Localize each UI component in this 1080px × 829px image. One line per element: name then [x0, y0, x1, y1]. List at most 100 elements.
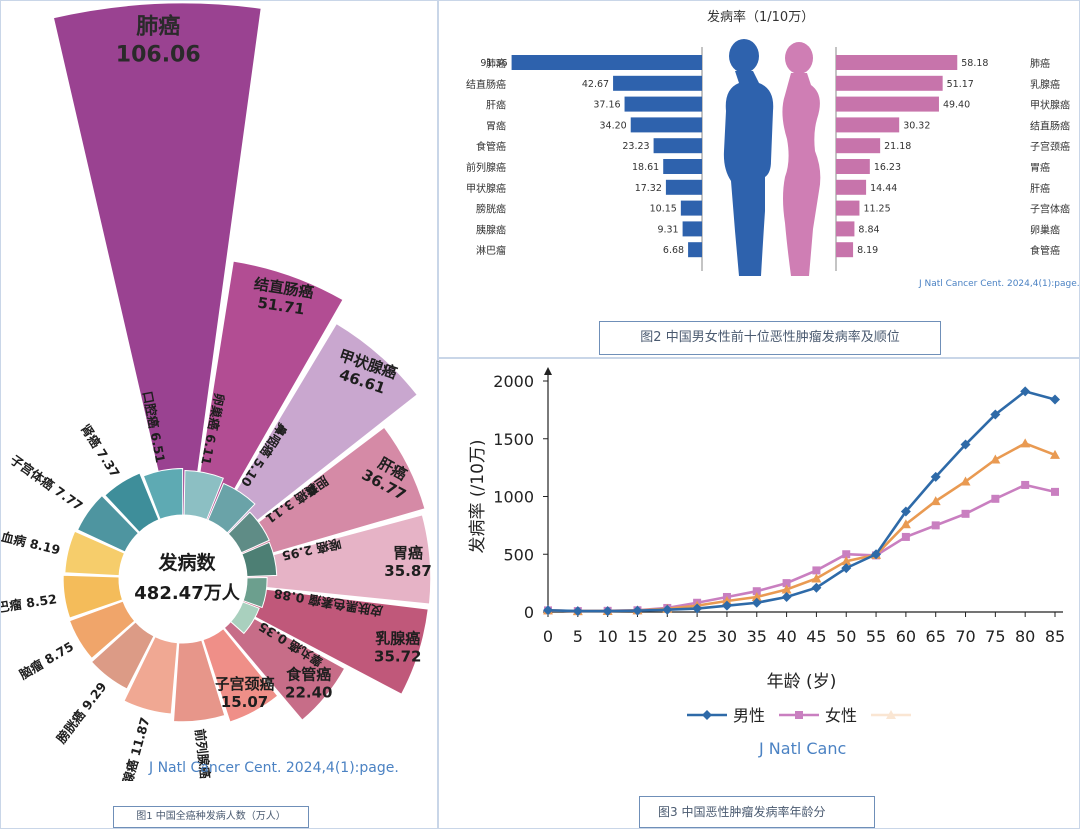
slice-label: 乳腺癌: [375, 629, 420, 647]
female-bar-value-label: 30.32: [903, 120, 930, 131]
female-bar-value-label: 16.23: [874, 162, 901, 173]
x-axis-title: 年龄 (岁): [767, 672, 837, 692]
y-tick-label: 2000: [493, 372, 534, 391]
rose-slice: [68, 600, 136, 660]
female-bar-value-label: 49.40: [943, 100, 970, 111]
line-point: [602, 606, 613, 617]
female-bar: [836, 179, 867, 195]
female-bar: [836, 242, 854, 258]
female-category-label: 结直肠癌: [1030, 119, 1070, 132]
figure1-caption: 图1 中国全癌种发病人数（万人）: [113, 806, 309, 828]
x-tick-label: 50: [836, 627, 856, 646]
male-bar: [665, 179, 702, 195]
slice-value-label: 106.06: [116, 43, 201, 68]
male-bar: [680, 200, 702, 216]
x-tick-label: 55: [866, 627, 886, 646]
x-tick-label: 25: [687, 627, 707, 646]
slice-label: 子宫体癌 7.77: [8, 452, 86, 514]
slice-label: 胃癌: [393, 544, 423, 562]
line-point: [990, 454, 1001, 464]
line-point: [795, 711, 803, 719]
line-point: [752, 587, 761, 596]
male-bar: [511, 55, 702, 70]
male-bar: [653, 138, 702, 154]
rose-slice: [90, 621, 155, 690]
slice-label: 胰腺癌 11.87: [117, 715, 153, 781]
x-tick-label: 5: [573, 627, 583, 646]
line-point: [632, 605, 643, 616]
rose-slice: [242, 577, 268, 609]
x-tick-label: 75: [985, 627, 1005, 646]
line-point: [960, 476, 971, 486]
line-point: [751, 597, 762, 608]
female-bar: [836, 96, 939, 112]
center-value: 482.47万人: [134, 583, 240, 604]
male-bar: [624, 96, 702, 112]
figure3-panel: 0 500 1000 1500 2000 0 5 10 15 20 25 30 35 40 45 50 55 60…: [438, 358, 1080, 829]
slice-label: 食管癌: [286, 665, 331, 683]
male-category-label: 肝癌: [486, 99, 506, 112]
y-tick-label: 1500: [493, 430, 534, 449]
line-point: [841, 563, 852, 574]
line-point: [960, 439, 971, 450]
faded-overlay: [859, 699, 1079, 779]
line-chart: 0 500 1000 1500 2000 0 5 10 15 20 25 30 35 40 45 50 55 60…: [468, 367, 1079, 779]
x-tick-label: 80: [1015, 627, 1035, 646]
slice-label: 膀胱癌 9.29: [53, 679, 110, 747]
figure2-panel: 发病率（1/10万） 91.36 肺癌 42.67 结直肠癌 37.16 肝癌 34.20 胃…: [438, 0, 1080, 358]
rose-slice: [230, 601, 260, 635]
male-bar-value-label: 23.23: [622, 141, 649, 152]
y-tick-label: 500: [503, 545, 534, 564]
line-point: [900, 519, 911, 529]
female-bar: [836, 200, 860, 216]
line-point: [930, 496, 941, 506]
female-bar: [836, 159, 870, 174]
bar-chart: 91.36肺癌42.67结直肠癌37.16肝癌34.20胃癌23.23食管癌18…: [466, 39, 1070, 276]
female-category-label: 子宫体癌: [1030, 203, 1070, 216]
female-bar: [836, 55, 958, 70]
rose-chart: 肺癌106.06结直肠癌51.71甲状腺癌46.61肝癌36.77胃癌35.87…: [1, 2, 432, 781]
slice-label: 淋巴瘤 8.52: [1, 591, 58, 617]
figure3-caption: 图3 中国恶性肿瘤发病率年龄分: [639, 796, 875, 828]
line-point: [811, 582, 822, 593]
rose-slice: [183, 469, 224, 521]
male-bar-value-label: 10.15: [650, 204, 677, 215]
male-bar-value-label: 18.61: [632, 162, 659, 173]
line-point: [901, 532, 910, 541]
legend-item: 女性: [779, 706, 857, 725]
male-bar-value-label: 91.36: [480, 58, 507, 69]
rose-slice: [64, 530, 126, 577]
legend-label: 男性: [733, 706, 765, 725]
line-point: [721, 600, 732, 611]
female-category-label: 肝癌: [1030, 182, 1050, 195]
x-tick-label: 65: [926, 627, 946, 646]
center-title: 发病数: [157, 551, 216, 574]
x-tick-label: 70: [955, 627, 975, 646]
line-point: [1050, 394, 1060, 405]
male-category-label: 甲状腺癌: [466, 182, 506, 195]
male-bar: [688, 242, 702, 258]
y-tick-label: 0: [524, 603, 534, 622]
line-point: [931, 521, 940, 530]
male-category-label: 胰腺癌: [476, 223, 506, 236]
line-point: [751, 591, 762, 601]
line-point: [1051, 487, 1059, 496]
rose-slice: [173, 639, 226, 723]
rose-slice: [202, 628, 279, 723]
figure1-panel: 肺癌 106.06 结直肠癌 51.71 甲状腺癌 46.61 肝癌 36.77 胃癌 35.87…: [0, 0, 438, 829]
slice-label: 脑瘤 8.75: [16, 639, 76, 683]
legend-label: 女性: [825, 706, 857, 725]
slice-value-label: 35.87: [384, 562, 431, 580]
line-point: [782, 579, 791, 588]
male-bar-value-label: 37.16: [593, 100, 620, 111]
x-tick-label: 60: [896, 627, 916, 646]
figure2-source: J Natl Cancer Cent. 2024,4(1):page.: [919, 279, 1080, 289]
female-category-label: 卵巢癌: [1030, 223, 1060, 236]
female-category-label: 食管癌: [1030, 244, 1060, 257]
male-bar-value-label: 17.32: [635, 183, 662, 194]
center-hole: [121, 517, 245, 641]
male-category-label: 膀胱癌: [476, 203, 506, 216]
series-line: [547, 389, 1056, 613]
line-point: [930, 471, 941, 482]
male-bar: [663, 159, 702, 174]
